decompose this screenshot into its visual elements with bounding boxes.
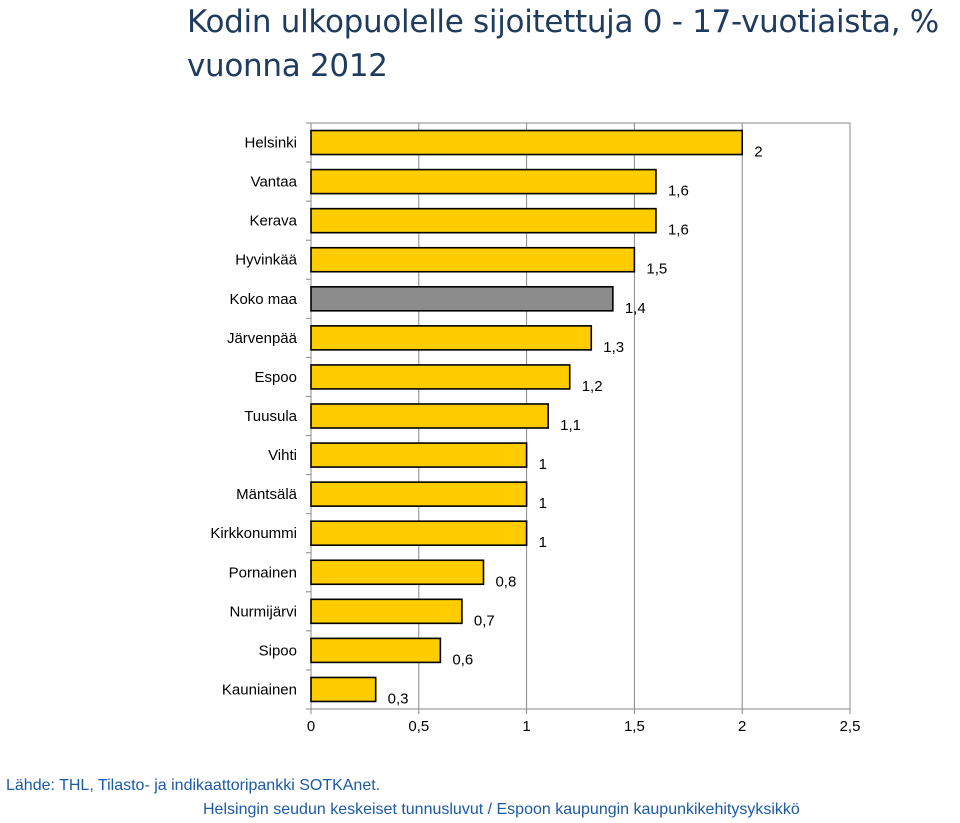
category-label: Mäntsälä [236,486,298,503]
data-label: 1,4 [625,300,646,317]
data-label: 0,6 [452,651,473,668]
bar [310,129,744,156]
data-label: 1,1 [560,417,581,434]
data-label: 1,6 [668,222,689,239]
data-label: 1 [539,456,547,473]
x-tick-label: 0,5 [408,718,429,735]
category-label: Hyvinkää [235,252,297,269]
chart-title: Kodin ulkopuolelle sijoitettuja 0 - 17-v… [187,4,939,84]
bar [310,637,442,664]
bar [310,364,571,390]
data-label: 0,8 [495,573,516,590]
bar [310,285,614,312]
data-label: 0,3 [388,690,409,707]
category-label: Tuusula [244,408,297,425]
x-tick-label: 1,5 [624,718,645,735]
x-tick-label: 2 [738,718,746,735]
category-label: Nurmijärvi [230,603,298,620]
footer-note: Helsingin seudun keskeiset tunnusluvut /… [203,801,800,818]
bar [310,403,549,429]
data-label: 1,5 [646,261,667,278]
bar [310,442,528,468]
bar [310,481,528,507]
category-label: Vihti [268,447,297,464]
data-label: 1,3 [603,339,624,356]
bar [310,246,636,273]
bar [310,520,528,547]
bar [310,598,463,625]
source-note: Lähde: THL, Tilasto- ja indikaattoripank… [6,777,381,794]
bar [310,207,657,234]
data-label: 1 [539,534,547,551]
bar [310,559,485,586]
bars [310,129,744,703]
category-label: Helsinki [244,135,297,152]
data-label: 2 [754,144,762,161]
bar [310,325,593,351]
labels: 0 0,5 1 1,5 2 2,5 Helsinki 2 Vantaa 1,6 Kerava 1,6 H… [210,135,860,735]
category-label: Kerava [249,213,297,230]
bar [310,168,657,195]
category-label: Espoo [254,369,297,386]
x-tick-label: 0 [307,718,315,735]
category-label: Järvenpää [227,330,298,347]
data-label: 1,2 [582,378,603,395]
x-tick-label: 1 [522,718,530,735]
bar [310,676,377,703]
category-label: Kirkkonummi [210,525,297,542]
category-label: Kauniainen [222,681,297,698]
x-tick-label: 2,5 [840,718,861,735]
data-label: 1 [539,495,547,512]
data-label: 1,6 [668,183,689,200]
data-label: 0,7 [474,612,495,629]
category-label: Sipoo [259,642,297,659]
category-label: Vantaa [251,174,298,191]
category-label: Pornainen [229,564,297,581]
category-label: Koko maa [229,291,297,308]
